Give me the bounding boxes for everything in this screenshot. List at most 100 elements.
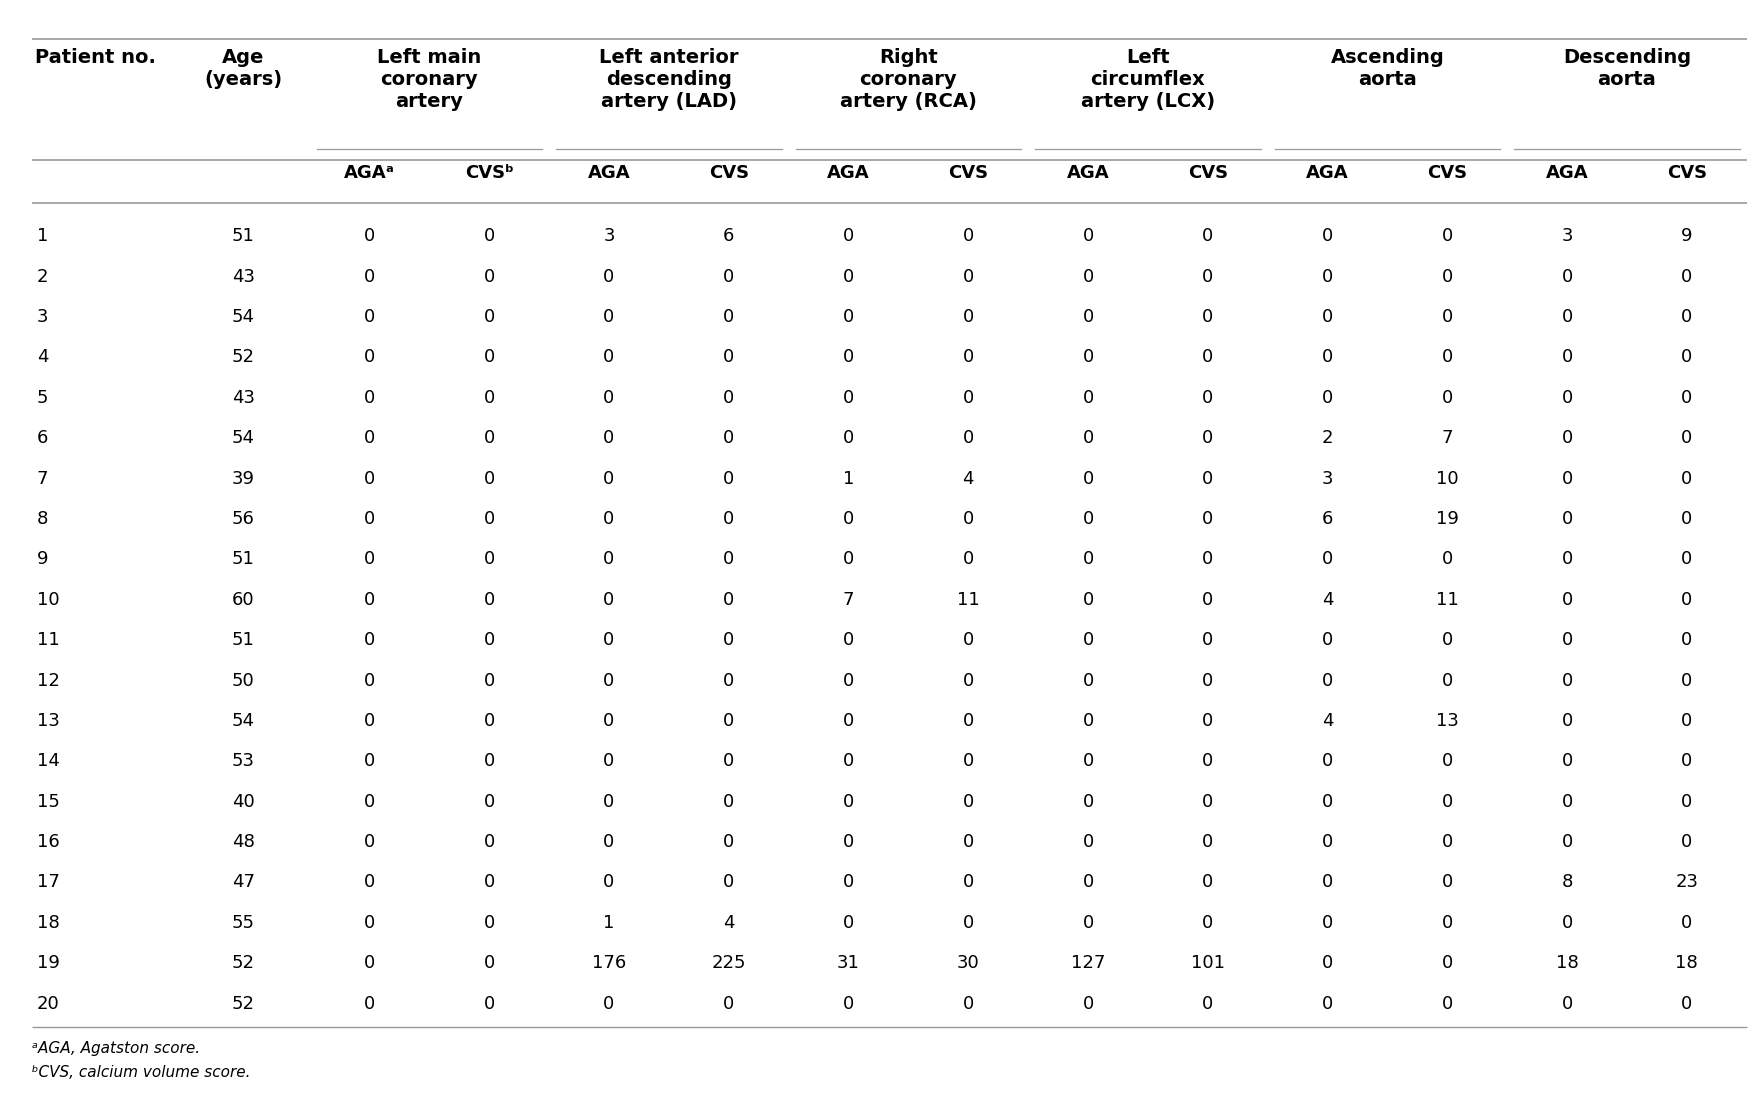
- Text: 0: 0: [1442, 914, 1452, 932]
- Text: 0: 0: [962, 551, 974, 568]
- Text: 0: 0: [364, 834, 375, 852]
- Text: 2: 2: [37, 267, 49, 285]
- Text: 0: 0: [724, 430, 734, 448]
- Text: 0: 0: [603, 388, 615, 406]
- Text: 0: 0: [1323, 348, 1333, 366]
- Text: 0: 0: [1561, 671, 1573, 689]
- Text: 0: 0: [484, 348, 494, 366]
- Text: 0: 0: [603, 591, 615, 609]
- Text: 0: 0: [843, 792, 855, 810]
- Text: 30: 30: [957, 955, 979, 972]
- Text: 16: 16: [37, 834, 60, 852]
- Text: 0: 0: [1561, 470, 1573, 488]
- Text: 0: 0: [962, 510, 974, 528]
- Text: 0: 0: [1202, 631, 1214, 649]
- Text: Right
coronary
artery (RCA): Right coronary artery (RCA): [839, 48, 978, 111]
- Text: 0: 0: [1323, 308, 1333, 326]
- Text: 43: 43: [231, 388, 254, 406]
- Text: 0: 0: [1083, 348, 1093, 366]
- Text: 0: 0: [1561, 712, 1573, 730]
- Text: CVSᵇ: CVSᵇ: [464, 164, 513, 182]
- Text: 0: 0: [962, 995, 974, 1013]
- Text: 0: 0: [603, 671, 615, 689]
- Text: 0: 0: [724, 388, 734, 406]
- Text: 39: 39: [231, 470, 254, 488]
- Text: 0: 0: [1202, 227, 1214, 245]
- Text: 0: 0: [1323, 388, 1333, 406]
- Text: 0: 0: [1682, 752, 1692, 770]
- Text: 0: 0: [603, 551, 615, 568]
- Text: 0: 0: [843, 671, 855, 689]
- Text: 6: 6: [1321, 510, 1333, 528]
- Text: 0: 0: [1083, 227, 1093, 245]
- Text: 0: 0: [1561, 591, 1573, 609]
- Text: 10: 10: [1437, 470, 1459, 488]
- Text: 0: 0: [603, 510, 615, 528]
- Text: 4: 4: [1321, 712, 1333, 730]
- Text: 0: 0: [1202, 914, 1214, 932]
- Text: 0: 0: [603, 834, 615, 852]
- Text: 0: 0: [484, 955, 494, 972]
- Text: 0: 0: [1083, 671, 1093, 689]
- Text: 127: 127: [1070, 955, 1106, 972]
- Text: 0: 0: [1561, 631, 1573, 649]
- Text: 0: 0: [484, 631, 494, 649]
- Text: 0: 0: [1083, 712, 1093, 730]
- Text: 0: 0: [724, 267, 734, 285]
- Text: 0: 0: [1083, 267, 1093, 285]
- Text: 4: 4: [962, 470, 974, 488]
- Text: 0: 0: [1442, 834, 1452, 852]
- Text: 0: 0: [724, 631, 734, 649]
- Text: 0: 0: [1202, 752, 1214, 770]
- Text: 0: 0: [962, 348, 974, 366]
- Text: 13: 13: [37, 712, 60, 730]
- Text: 0: 0: [962, 227, 974, 245]
- Text: 19: 19: [1437, 510, 1459, 528]
- Text: 0: 0: [1442, 631, 1452, 649]
- Text: 0: 0: [484, 510, 494, 528]
- Text: 0: 0: [843, 631, 855, 649]
- Text: 0: 0: [843, 267, 855, 285]
- Text: 0: 0: [484, 914, 494, 932]
- Text: 0: 0: [484, 388, 494, 406]
- Text: 0: 0: [962, 834, 974, 852]
- Text: 0: 0: [1323, 995, 1333, 1013]
- Text: 0: 0: [1202, 591, 1214, 609]
- Text: 0: 0: [1442, 388, 1452, 406]
- Text: 3: 3: [1321, 470, 1333, 488]
- Text: 0: 0: [364, 430, 375, 448]
- Text: AGA: AGA: [827, 164, 869, 182]
- Text: 18: 18: [37, 914, 60, 932]
- Text: 0: 0: [1561, 914, 1573, 932]
- Text: 0: 0: [724, 712, 734, 730]
- Text: 0: 0: [1442, 874, 1452, 892]
- Text: 0: 0: [603, 995, 615, 1013]
- Text: 0: 0: [843, 308, 855, 326]
- Text: Left
circumflex
artery (LCX): Left circumflex artery (LCX): [1081, 48, 1214, 111]
- Text: 0: 0: [1682, 430, 1692, 448]
- Text: 0: 0: [1323, 551, 1333, 568]
- Text: 12: 12: [37, 671, 60, 689]
- Text: 0: 0: [1202, 430, 1214, 448]
- Text: 56: 56: [231, 510, 254, 528]
- Text: 0: 0: [603, 631, 615, 649]
- Text: 0: 0: [962, 792, 974, 810]
- Text: 0: 0: [1083, 470, 1093, 488]
- Text: 2: 2: [1321, 430, 1333, 448]
- Text: 13: 13: [1437, 712, 1459, 730]
- Text: 0: 0: [1682, 995, 1692, 1013]
- Text: AGAᵃ: AGAᵃ: [343, 164, 394, 182]
- Text: 0: 0: [724, 792, 734, 810]
- Text: 0: 0: [724, 510, 734, 528]
- Text: 0: 0: [364, 227, 375, 245]
- Text: Ascending
aorta: Ascending aorta: [1330, 48, 1444, 90]
- Text: 0: 0: [843, 348, 855, 366]
- Text: 0: 0: [843, 874, 855, 892]
- Text: 8: 8: [37, 510, 47, 528]
- Text: 101: 101: [1191, 955, 1225, 972]
- Text: 19: 19: [37, 955, 60, 972]
- Text: 0: 0: [1083, 551, 1093, 568]
- Text: 0: 0: [1682, 388, 1692, 406]
- Text: 0: 0: [364, 348, 375, 366]
- Text: 4: 4: [37, 348, 49, 366]
